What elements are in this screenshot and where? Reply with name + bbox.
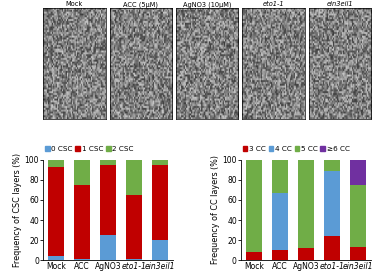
Bar xyxy=(152,240,168,260)
Bar xyxy=(152,165,168,240)
Bar xyxy=(246,252,262,260)
Bar xyxy=(126,160,142,195)
Bar xyxy=(74,160,90,185)
Bar xyxy=(100,160,116,165)
Bar xyxy=(272,250,288,260)
Title: ACC (5μM): ACC (5μM) xyxy=(123,1,158,8)
Bar xyxy=(324,160,340,171)
Bar xyxy=(74,259,90,260)
Bar xyxy=(48,256,64,260)
Bar xyxy=(324,236,340,260)
Title: ein3eil1: ein3eil1 xyxy=(327,1,353,7)
Bar xyxy=(350,247,366,260)
Bar xyxy=(350,160,366,185)
Bar xyxy=(126,259,142,260)
Bar xyxy=(100,235,116,260)
Bar xyxy=(298,160,314,248)
Y-axis label: Frequency of CSC layers (%): Frequency of CSC layers (%) xyxy=(13,153,22,267)
Bar xyxy=(100,165,116,235)
Bar xyxy=(324,171,340,236)
Bar xyxy=(48,166,64,256)
Bar xyxy=(48,160,64,166)
Y-axis label: Frequency of CC layers (%): Frequency of CC layers (%) xyxy=(211,155,220,265)
Bar xyxy=(74,185,90,259)
Bar xyxy=(272,160,288,193)
Bar xyxy=(126,195,142,259)
Title: eto1-1: eto1-1 xyxy=(263,1,284,7)
Bar xyxy=(152,160,168,165)
Legend: 0 CSC, 1 CSC, 2 CSC: 0 CSC, 1 CSC, 2 CSC xyxy=(44,145,135,152)
Legend: 3 CC, 4 CC, 5 CC, ≥6 CC: 3 CC, 4 CC, 5 CC, ≥6 CC xyxy=(242,145,351,152)
Title: Mock: Mock xyxy=(66,1,83,7)
Bar xyxy=(272,193,288,250)
Bar xyxy=(350,185,366,247)
Title: AgNO3 (10μM): AgNO3 (10μM) xyxy=(183,1,231,8)
Bar xyxy=(298,248,314,260)
Bar xyxy=(246,160,262,252)
